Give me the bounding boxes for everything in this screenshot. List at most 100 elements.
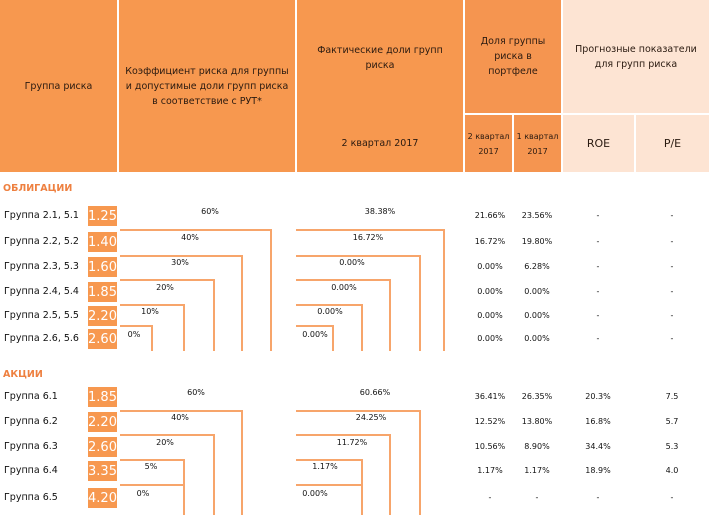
actual-bracket-line [296, 410, 419, 412]
allowed-share: 5% [144, 462, 158, 471]
risk-coefficient: 1.40 [88, 232, 117, 252]
group-name: Группа 6.4 [4, 465, 58, 476]
limit-bracket-line [120, 459, 183, 461]
share-q2: 36.41% [474, 392, 506, 401]
share-q2: 1.17% [477, 466, 503, 475]
pe-value: - [670, 262, 674, 271]
limit-bracket-line [120, 434, 213, 436]
allowed-share: 60% [201, 207, 219, 216]
pe-value: 5.3 [665, 442, 679, 451]
actual-bracket-edge [332, 325, 334, 351]
share-q2: 0.00% [477, 262, 503, 271]
risk-coefficient: 2.20 [88, 306, 117, 326]
group-name: Группа 2.5, 5.5 [4, 310, 79, 321]
share-q2: 16.72% [474, 237, 506, 246]
pe-value: - [670, 237, 674, 246]
actual-bracket-line [296, 304, 361, 306]
actual-bracket-line [296, 255, 419, 257]
risk-coefficient: 1.85 [88, 387, 117, 407]
limit-bracket-line [120, 304, 183, 306]
allowed-share: 10% [141, 307, 159, 316]
share-q2: 12.52% [474, 417, 506, 426]
roe-value: 16.8% [585, 417, 611, 426]
pe-value: - [670, 493, 674, 502]
actual-bracket-edge [389, 434, 391, 515]
share-q1: 1.17% [524, 466, 550, 475]
limit-bracket-line [120, 279, 213, 281]
header-forecast: Прогнозные показатели для групп риска [563, 0, 709, 113]
share-q1: 19.80% [521, 237, 553, 246]
pe-value: 7.5 [665, 392, 679, 401]
header-portfolio: Доля группы риска в портфеле [465, 0, 561, 113]
header-q2: 2 квартал 2017 [465, 115, 512, 172]
limit-bracket-line [120, 255, 241, 257]
section-title: ОБЛИГАЦИИ [3, 183, 73, 194]
risk-coefficient: 3.35 [88, 461, 117, 481]
allowed-share: 0% [136, 489, 150, 498]
share-q1: 13.80% [521, 417, 553, 426]
pe-value: - [670, 287, 674, 296]
share-q1: 6.28% [524, 262, 550, 271]
share-q2: 10.56% [474, 442, 506, 451]
risk-coefficient: 1.60 [88, 257, 117, 277]
actual-bracket-edge [443, 229, 445, 351]
header-roe: ROE [563, 115, 634, 172]
actual-bracket-edge [361, 459, 363, 515]
roe-value: - [596, 493, 600, 502]
allowed-share: 40% [171, 413, 189, 422]
roe-value: 18.9% [585, 466, 611, 475]
roe-value: - [596, 287, 600, 296]
pe-value: 4.0 [665, 466, 679, 475]
allowed-share: 20% [156, 283, 174, 292]
roe-value: - [596, 211, 600, 220]
group-name: Группа 2.4, 5.4 [4, 286, 79, 297]
risk-coefficient: 2.20 [88, 412, 117, 432]
actual-bracket-edge [389, 279, 391, 351]
roe-value: - [596, 262, 600, 271]
actual-share: 0.00% [331, 283, 357, 292]
share-q2: - [488, 493, 492, 502]
limit-bracket-edge [213, 279, 215, 351]
limit-bracket-line [120, 410, 241, 412]
actual-share: 0.00% [317, 307, 343, 316]
allowed-share: 20% [156, 438, 174, 447]
limit-bracket-edge [241, 255, 243, 351]
section-title: АКЦИИ [3, 369, 43, 380]
roe-value: - [596, 334, 600, 343]
limit-bracket-line [120, 229, 270, 231]
actual-share: 0.00% [339, 258, 365, 267]
actual-share: 38.38% [364, 207, 396, 216]
actual-share: 60.66% [359, 388, 391, 397]
group-name: Группа 6.5 [4, 492, 58, 503]
header-actual-period: 2 квартал 2017 [297, 115, 463, 172]
actual-share: 11.72% [336, 438, 368, 447]
limit-bracket-line [120, 484, 183, 486]
limit-bracket-edge [151, 325, 153, 351]
risk-coefficient: 2.60 [88, 329, 117, 349]
actual-bracket-edge [361, 304, 363, 351]
actual-bracket-line [296, 484, 361, 486]
actual-share: 0.00% [302, 489, 328, 498]
share-q1: 26.35% [521, 392, 553, 401]
actual-share: 24.25% [355, 413, 387, 422]
share-q1: 0.00% [524, 311, 550, 320]
actual-share: 1.17% [312, 462, 338, 471]
share-q2: 21.66% [474, 211, 506, 220]
limit-bracket-line [120, 325, 151, 327]
actual-bracket-line [296, 434, 389, 436]
pe-value: - [670, 311, 674, 320]
actual-bracket-line [296, 459, 361, 461]
roe-value: - [596, 311, 600, 320]
limit-bracket-edge [270, 229, 272, 351]
allowed-share: 30% [171, 258, 189, 267]
limit-bracket-edge [241, 410, 243, 515]
actual-bracket-line [296, 229, 443, 231]
group-name: Группа 2.2, 5.2 [4, 236, 79, 247]
allowed-share: 40% [181, 233, 199, 242]
actual-share: 16.72% [352, 233, 384, 242]
pe-value: - [670, 334, 674, 343]
group-name: Группа 6.3 [4, 441, 58, 452]
allowed-share: 60% [187, 388, 205, 397]
share-q2: 0.00% [477, 311, 503, 320]
